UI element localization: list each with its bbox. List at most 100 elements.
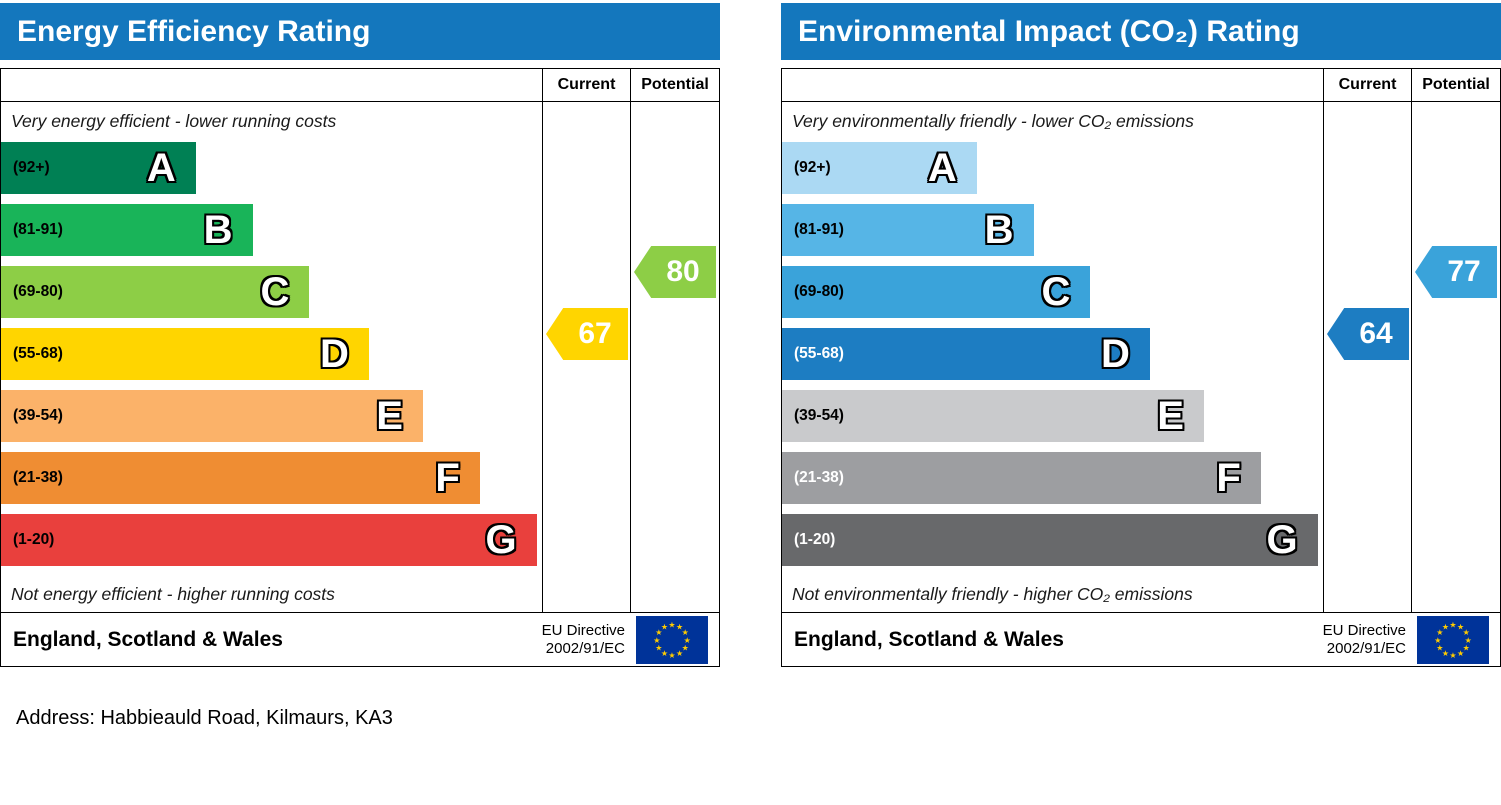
- band-range-label: (92+): [794, 159, 831, 176]
- band-range-label: (92+): [13, 159, 50, 176]
- energy-band-f: (21-38) F: [1, 452, 480, 504]
- band-row: (21-38) F: [1, 452, 542, 504]
- potential-column-header: Potential: [630, 69, 719, 102]
- epc-page: Energy Efficiency Rating Current Potenti…: [0, 3, 1501, 729]
- environmental-rating-table: Current Potential Very environmentally f…: [781, 68, 1501, 667]
- svg-text:★: ★: [1449, 651, 1456, 660]
- energy-band-c: (69-80) C: [1, 266, 310, 318]
- energy-current-column: 67: [542, 102, 630, 612]
- energy-current-rating-value: 67: [578, 317, 612, 350]
- eu-directive-line2: 2002/91/EC: [1326, 639, 1406, 657]
- band-row: (69-80) C: [782, 266, 1323, 318]
- band-letter: A: [146, 146, 176, 190]
- eu-flag-icon: ★ ★ ★★ ★★ ★★ ★★ ★★: [1417, 615, 1489, 664]
- environmental-chart-title: Environmental Impact (CO₂) Rating: [781, 3, 1501, 60]
- band-range-label: (21-38): [13, 469, 63, 486]
- co2-band-d: (55-68) D: [782, 328, 1150, 380]
- co2-potential-column: 77: [1411, 102, 1500, 612]
- co2-band-e: (39-54) E: [782, 390, 1204, 442]
- band-letter: F: [435, 456, 460, 500]
- svg-text:★: ★: [661, 622, 668, 631]
- band-row: (39-54) E: [782, 390, 1323, 442]
- band-row: (1-20) G: [782, 514, 1323, 566]
- co2-bands: (92+) A (81-91) B: [782, 140, 1323, 566]
- svg-text:★: ★: [1463, 628, 1470, 637]
- band-range-label: (81-91): [13, 221, 63, 238]
- band-range-label: (1-20): [794, 531, 836, 548]
- energy-bottom-note: Not energy efficient - higher running co…: [11, 583, 335, 604]
- co2-table-footer: England, Scotland & Wales EU Directive 2…: [782, 612, 1500, 666]
- band-letter: D: [1100, 332, 1130, 376]
- energy-rating-table: Current Potential Very energy efficient …: [0, 68, 720, 667]
- current-column-header: Current: [542, 69, 630, 102]
- svg-text:★: ★: [1436, 643, 1443, 652]
- svg-text:★: ★: [676, 622, 683, 631]
- band-letter: D: [319, 332, 349, 376]
- energy-band-g: (1-20) G: [1, 514, 537, 566]
- band-row: (81-91) B: [782, 204, 1323, 256]
- band-row: (92+) A: [782, 142, 1323, 194]
- co2-band-c: (69-80) C: [782, 266, 1091, 318]
- co2-current-column: 64: [1323, 102, 1411, 612]
- svg-text:★: ★: [1442, 622, 1449, 631]
- band-letter: C: [1041, 270, 1071, 314]
- band-row: (55-68) D: [1, 328, 542, 380]
- band-range-label: (39-54): [794, 407, 844, 424]
- svg-text:★: ★: [682, 643, 689, 652]
- eu-directive-line2: 2002/91/EC: [545, 639, 625, 657]
- property-address: Address: Habbieauld Road, Kilmaurs, KA3: [16, 707, 393, 729]
- energy-band-b: (81-91) B: [1, 204, 253, 256]
- energy-potential-rating-arrow: 80: [634, 246, 716, 298]
- band-row: (55-68) D: [782, 328, 1323, 380]
- co2-current-rating-value: 64: [1359, 317, 1393, 350]
- eu-directive-line1: EU Directive: [1322, 621, 1406, 639]
- charts-row: Energy Efficiency Rating Current Potenti…: [0, 3, 1501, 667]
- svg-text:★: ★: [1465, 635, 1472, 644]
- table-corner: [1, 69, 542, 102]
- band-letter: E: [1157, 394, 1184, 438]
- co2-bottom-note: Not environmentally friendly - higher CO…: [792, 583, 1193, 604]
- co2-band-g: (1-20) G: [782, 514, 1318, 566]
- svg-text:★: ★: [1442, 649, 1449, 658]
- energy-band-e: (39-54) E: [1, 390, 423, 442]
- energy-top-note: Very energy efficient - lower running co…: [11, 110, 337, 131]
- band-letter: F: [1216, 456, 1241, 500]
- band-letter: B: [984, 208, 1014, 252]
- energy-bands: (92+) A (81-91) B: [1, 140, 542, 566]
- band-range-label: (69-80): [13, 283, 63, 300]
- svg-text:★: ★: [1457, 622, 1464, 631]
- svg-text:★: ★: [1436, 628, 1443, 637]
- environmental-impact-chart: Environmental Impact (CO₂) Rating Curren…: [781, 3, 1501, 667]
- svg-text:★: ★: [653, 635, 660, 644]
- energy-band-d: (55-68) D: [1, 328, 369, 380]
- eu-directive-label: EU Directive 2002/91/EC: [542, 622, 625, 658]
- svg-text:★: ★: [682, 628, 689, 637]
- band-row: (81-91) B: [1, 204, 542, 256]
- svg-text:★: ★: [655, 643, 662, 652]
- band-row: (21-38) F: [782, 452, 1323, 504]
- energy-potential-column: 80: [630, 102, 719, 612]
- co2-band-b: (81-91) B: [782, 204, 1034, 256]
- band-range-label: (55-68): [13, 345, 63, 362]
- svg-text:★: ★: [1457, 649, 1464, 658]
- band-row: (1-20) G: [1, 514, 542, 566]
- band-letter: B: [203, 208, 233, 252]
- svg-text:★: ★: [1463, 643, 1470, 652]
- svg-text:★: ★: [668, 651, 675, 660]
- band-letter: E: [376, 394, 403, 438]
- svg-text:★: ★: [1434, 635, 1441, 644]
- eu-directive-label: EU Directive 2002/91/EC: [1323, 622, 1406, 658]
- svg-text:★: ★: [668, 620, 675, 629]
- co2-top-note: Very environmentally friendly - lower CO…: [792, 110, 1194, 131]
- energy-potential-rating-value: 80: [666, 255, 700, 288]
- band-row: (39-54) E: [1, 390, 542, 442]
- energy-bands-area: Very energy efficient - lower running co…: [1, 102, 542, 612]
- svg-text:★: ★: [684, 635, 691, 644]
- band-range-label: (21-38): [794, 469, 844, 486]
- energy-current-rating-arrow: 67: [546, 308, 628, 360]
- table-corner: [782, 69, 1323, 102]
- current-column-header: Current: [1323, 69, 1411, 102]
- energy-efficiency-chart: Energy Efficiency Rating Current Potenti…: [0, 3, 720, 667]
- band-range-label: (39-54): [13, 407, 63, 424]
- eu-directive-line1: EU Directive: [541, 621, 625, 639]
